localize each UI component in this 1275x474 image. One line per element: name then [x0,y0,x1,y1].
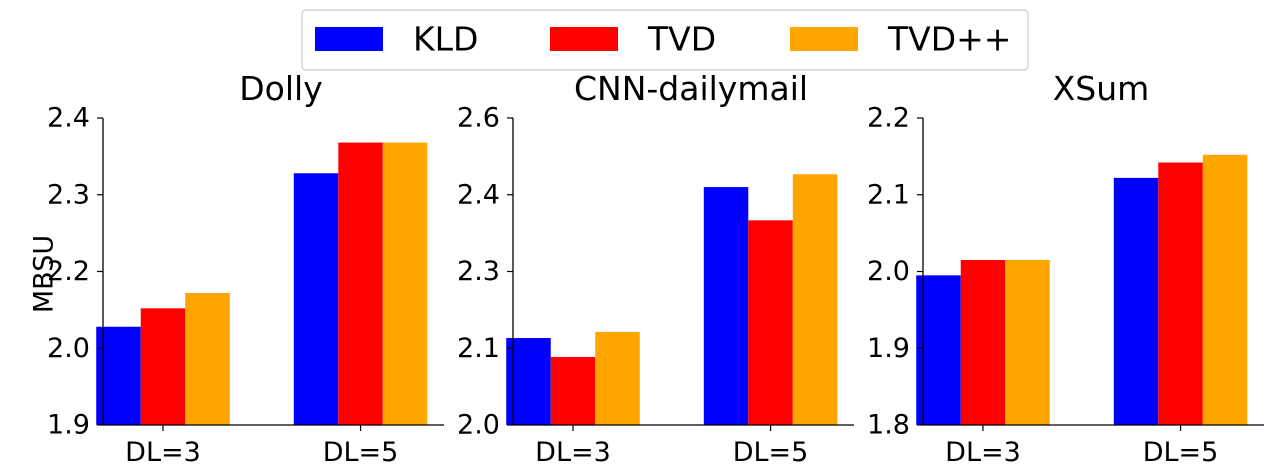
legend-label: KLD [413,20,478,59]
y-tick-label: 2.3 [457,256,500,287]
legend-label: TVD++ [887,20,1011,59]
bar-tvd-dl3 [550,356,596,425]
y-tick-label: 1.8 [867,410,910,441]
y-tick-label: 2.3 [47,179,90,210]
bar-tvdpp-dl3 [185,292,230,425]
bar-kld-dl3 [916,275,961,425]
x-tick-label: DL=5 [323,437,399,468]
x-tick-label: DL=5 [1143,437,1219,468]
x-tick-label: DL=3 [945,437,1021,468]
panel-xsum: XSum DL=3 DL=5 1.8 1.9 2.0 2.1 2.2 [867,69,1264,468]
panel-title: XSum [1053,69,1150,108]
y-tick-label: 2.1 [867,179,910,210]
bar-tvd-dl3 [140,308,186,425]
bar-tvd-dl3 [960,259,1006,425]
legend-label: TVD [647,20,716,59]
panel-cnn-dailymail: CNN-dailymail DL=3 DL=5 2.0 2.1 2.3 2.4 2.6 [457,69,854,468]
y-tick-label: 2.4 [47,103,90,134]
y-tick-label: 2.6 [457,103,500,134]
y-tick-label: 2.0 [867,256,910,287]
legend: KLD TVD TVD++ [301,9,1029,71]
panel-title: Dolly [239,69,322,108]
legend-swatch-tvd [550,27,618,51]
bar-kld-dl3 [506,338,551,425]
bar-tvd-dl5 [1158,162,1203,425]
y-axis-label: MBSU [29,235,60,313]
x-tick-label: DL=3 [125,437,201,468]
x-tick-label: DL=5 [733,437,809,468]
y-tick-label: 2.0 [457,410,500,441]
bar-tvdpp-dl3 [595,331,640,425]
legend-frame [301,9,1029,71]
y-tick-label: 2.2 [867,103,910,134]
y-tick-label: 2.1 [457,333,500,364]
bar-kld-dl3 [96,326,141,425]
bar-tvdpp-dl5 [792,174,838,425]
panel-dolly: Dolly DL=3 DL=5 1.9 2.0 2.2 2.3 2.4 [47,69,444,468]
legend-swatch-kld [315,27,383,51]
panel-title: CNN-dailymail [574,69,808,108]
y-tick-label: 2.0 [47,333,90,364]
bar-tvdpp-dl3 [1005,259,1050,425]
bar-kld-dl5 [293,173,339,425]
bar-tvdpp-dl5 [1202,154,1248,425]
bar-tvd-dl5 [748,220,793,425]
bar-kld-dl5 [703,187,749,425]
y-tick-label: 2.4 [457,179,500,210]
y-tick-label: 1.9 [47,410,90,441]
x-tick-label: DL=3 [535,437,611,468]
bar-tvdpp-dl5 [382,142,428,425]
y-tick-label: 2.2 [47,256,90,287]
legend-swatch-tvdpp [790,27,858,51]
bar-kld-dl5 [1113,177,1159,425]
bar-tvd-dl5 [338,142,383,425]
y-tick-label: 1.9 [867,333,910,364]
